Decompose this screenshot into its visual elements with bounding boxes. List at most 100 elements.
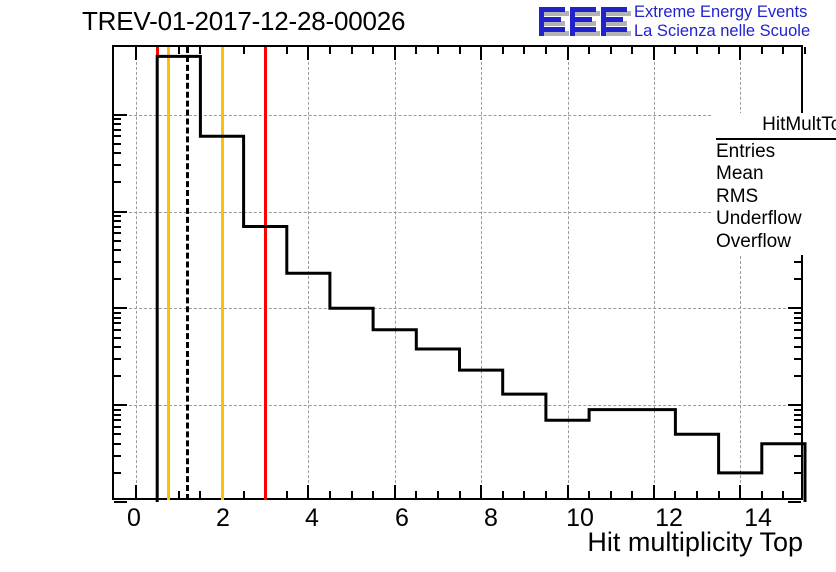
ytick-minor-right [794, 433, 801, 436]
xtick-minor-top [523, 47, 526, 54]
ytick-minor [114, 358, 121, 360]
ytick-minor [114, 336, 121, 339]
xtick-major-top [134, 47, 137, 60]
stats-row-rms: RMS 0.6386 [716, 186, 836, 209]
xtick-major [134, 485, 137, 498]
ytick-minor-right [794, 328, 801, 331]
xtick-minor-top [804, 47, 806, 54]
ytick-minor-right [794, 471, 801, 474]
xtick-major-top [652, 47, 655, 60]
xtick-major [652, 485, 655, 498]
plot-frame: HitMultTop Entries 47136 Mean 1.194 RMS … [112, 45, 836, 503]
ytick-minor [114, 328, 121, 331]
stats-key-underflow: Underflow [716, 208, 802, 229]
xtick-label-8: 8 [484, 504, 498, 532]
ytick-minor-right [794, 322, 801, 325]
ytick-minor-right [794, 419, 801, 422]
ytick-minor [114, 164, 121, 167]
xtick-minor-top [782, 47, 785, 54]
marker-line-red-low [156, 47, 160, 56]
ytick-minor-right [794, 316, 801, 319]
xtick-label-10: 10 [566, 504, 594, 532]
xtick-minor-top [588, 47, 591, 54]
eee-logo-line2: La Scienza nelle Scuole [634, 21, 811, 40]
marker-line-orange-high [220, 47, 224, 500]
xtick-minor-top [717, 47, 720, 54]
ytick-major-1 [114, 501, 127, 503]
stats-key-entries: Entries [716, 140, 776, 162]
stats-key-mean: Mean [716, 163, 764, 184]
ytick-minor [114, 239, 121, 242]
ytick-major-right-100 [788, 307, 801, 310]
gridline-x-12 [653, 47, 655, 498]
xtick-minor-top [328, 47, 331, 54]
plot-area [114, 47, 807, 503]
ytick-major-1000 [114, 210, 127, 213]
ytick-major-right-10 [788, 404, 801, 407]
xtick-major [739, 485, 742, 498]
xtick-major [393, 485, 396, 498]
xtick-minor-top [199, 47, 202, 54]
page-title: TREV-01-2017-12-28-00026 [82, 6, 406, 36]
gridline-x-0 [135, 47, 137, 498]
xtick-minor-top [609, 47, 612, 54]
stats-box: HitMultTop Entries 47136 Mean 1.194 RMS … [712, 113, 836, 255]
xtick-major-top [480, 47, 483, 60]
gridline-x-14 [740, 47, 742, 498]
marker-line-mean-dashed [186, 47, 190, 500]
ytick-minor [114, 232, 121, 234]
xtick-minor [199, 491, 202, 498]
ytick-minor [114, 433, 121, 436]
ytick-major-10000 [114, 113, 127, 116]
xtick-minor [717, 491, 720, 498]
xtick-minor-top [760, 47, 763, 54]
xtick-minor-top [696, 47, 698, 54]
xtick-label-2: 2 [216, 504, 230, 532]
ytick-minor [114, 261, 121, 264]
ytick-minor [114, 128, 121, 131]
stats-key-rms: RMS [716, 185, 759, 207]
gridline-x-8 [481, 47, 483, 498]
ytick-minor [114, 123, 121, 126]
xtick-minor [350, 491, 353, 498]
gridline-y-1000 [114, 211, 801, 213]
ytick-minor-right [794, 261, 801, 264]
eee-logo-text: Extreme Energy Events La Scienza nelle S… [634, 3, 810, 40]
ytick-major-100 [114, 307, 127, 310]
xtick-minor [242, 491, 245, 498]
ytick-minor [114, 345, 121, 348]
ytick-minor [114, 219, 121, 222]
xtick-minor-top [350, 47, 353, 54]
eee-mark-icon [536, 4, 632, 40]
ytick-major-right-1 [788, 501, 801, 503]
xtick-major-top [307, 47, 310, 60]
ytick-minor [114, 408, 121, 411]
xtick-minor [588, 491, 591, 498]
ytick-minor-right [794, 311, 801, 314]
ytick-minor [114, 142, 121, 145]
xtick-major [480, 485, 483, 498]
xtick-minor [631, 491, 634, 498]
ytick-minor [114, 249, 121, 251]
xtick-minor-top [436, 47, 439, 54]
xtick-minor-top [372, 47, 375, 54]
gridline-x-10 [567, 47, 569, 498]
ytick-minor-right [794, 454, 801, 457]
marker-line-orange-low [166, 47, 170, 500]
xtick-minor [328, 491, 331, 498]
ytick-minor [114, 471, 121, 474]
stats-key-overflow: Overflow [716, 230, 791, 252]
ytick-minor [114, 442, 121, 445]
gridline-y-10000 [114, 114, 801, 116]
histogram-curve [155, 54, 807, 502]
xtick-minor [177, 491, 180, 498]
ytick-minor-right [794, 375, 801, 377]
xtick-minor-top [674, 47, 677, 54]
ytick-minor [114, 375, 121, 377]
xtick-major-top [566, 47, 569, 60]
ytick-minor [114, 322, 121, 325]
ytick-minor [114, 316, 121, 319]
xtick-minor [415, 491, 418, 498]
ytick-minor [114, 152, 121, 155]
